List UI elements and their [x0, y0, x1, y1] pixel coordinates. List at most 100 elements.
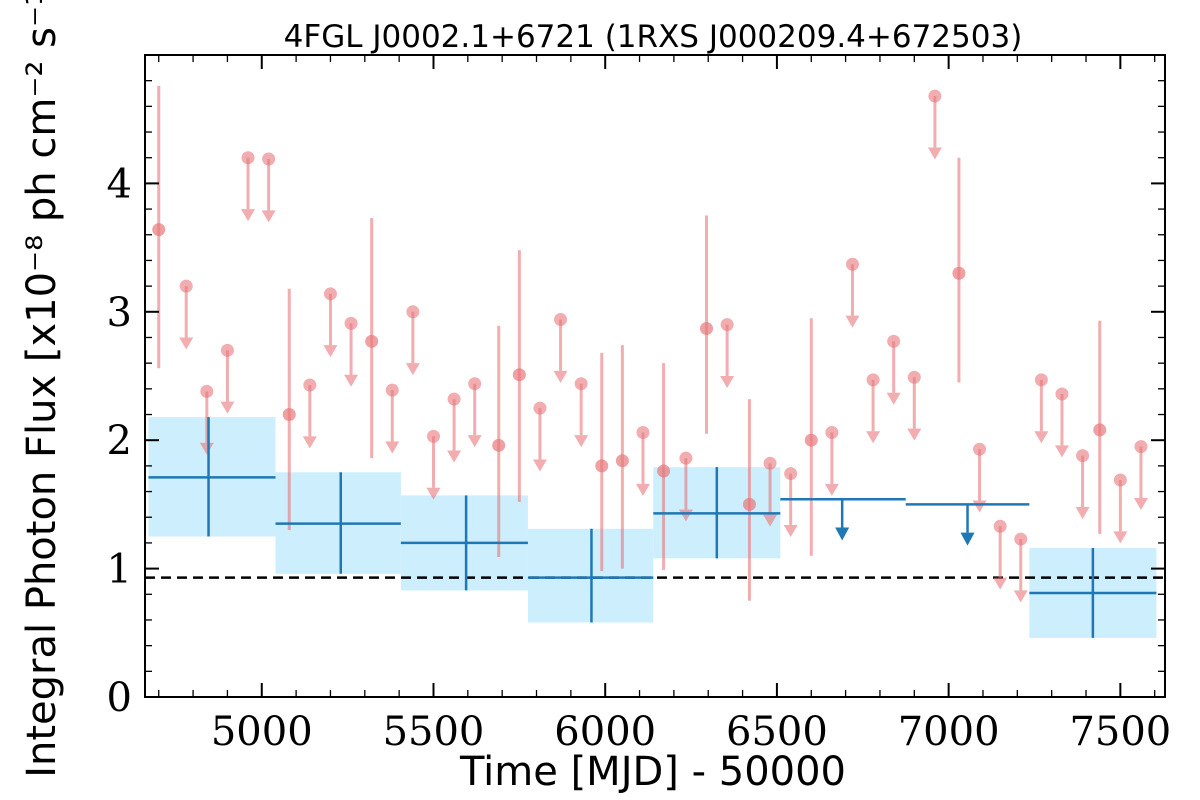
short-bin-ul-marker-21 [825, 425, 839, 439]
x-tick-label-4: 7000 [898, 709, 1000, 755]
short-bin-point-8 [700, 321, 714, 335]
short-bin-ul-arrow-13 [532, 459, 547, 472]
short-bin-ul-arrow-16 [635, 483, 650, 496]
short-bin-ul-marker-15 [574, 377, 588, 391]
short-bin-ul-arrow-34 [1133, 497, 1148, 510]
short-bin-ul-arrow-14 [553, 370, 568, 383]
short-bin-ul-arrow-21 [824, 483, 839, 496]
short-bin-ul-marker-3 [241, 151, 255, 165]
short-bin-ul-arrow-33 [1113, 531, 1128, 544]
short-bin-ul-marker-23 [866, 373, 880, 387]
short-bin-ul-arrow-8 [385, 441, 400, 454]
short-bin-ul-marker-34 [1134, 440, 1148, 454]
short-bin-ul-marker-10 [426, 429, 440, 443]
x-axis-label: Time [MJD] - 50000 [459, 749, 846, 795]
short-bin-ul-arrow-2 [220, 401, 235, 414]
short-bin-point-0 [152, 223, 166, 237]
short-bin-ul-arrow-15 [574, 435, 589, 448]
short-bin-ul-arrow-19 [763, 514, 778, 527]
short-bin-ul-marker-12 [468, 377, 482, 391]
short-bin-ul-marker-13 [533, 401, 547, 415]
y-tick-label-0: 0 [107, 675, 132, 721]
short-bin-ul-arrow-7 [344, 374, 359, 387]
short-bin-ul-arrow-30 [1034, 431, 1049, 444]
short-bin-ul-marker-30 [1034, 373, 1048, 387]
short-bin-point-5 [595, 459, 609, 473]
short-bin-ul-arrow-24 [886, 392, 901, 405]
plot-area [145, 85, 1165, 638]
short-bin-point-10 [804, 433, 818, 447]
plot-frame [144, 54, 1166, 698]
short-bin-ul-marker-8 [385, 383, 399, 397]
short-bin-ul-arrow-29 [1013, 590, 1028, 603]
short-bin-ul-marker-32 [1076, 449, 1090, 463]
short-bin-ul-marker-29 [1014, 532, 1028, 546]
short-bin-ul-arrow-10 [426, 487, 441, 500]
short-bin-ul-marker-16 [636, 425, 650, 439]
y-tick-label-3: 3 [107, 290, 132, 336]
short-bin-ul-arrow-28 [993, 577, 1008, 590]
short-bin-ul-arrow-18 [720, 376, 735, 388]
x-tick-label-3: 6500 [726, 709, 828, 755]
x-tick-label-0: 5000 [211, 709, 313, 755]
short-bin-ul-arrow-9 [405, 363, 420, 376]
short-bin-ul-marker-6 [323, 287, 337, 301]
short-bin-ul-arrow-22 [845, 315, 860, 328]
short-bin-ul-arrow-0 [179, 337, 194, 350]
short-bin-point-3 [492, 438, 506, 452]
short-bin-ul-arrow-5 [302, 436, 317, 449]
axis-ticks: 5000 5500 6000 6500 7000 7500 0 1 2 3 4 [107, 55, 1171, 755]
x-tick-label-1: 5500 [383, 709, 485, 755]
short-bin-ul-arrow-6 [323, 345, 338, 358]
short-bin-ul-marker-28 [993, 519, 1007, 533]
short-bin-point-2 [365, 334, 379, 348]
short-bin-ul-arrow-1 [199, 442, 214, 455]
y-tick-label-1: 1 [107, 547, 132, 593]
short-bin-ul-arrow-11 [447, 450, 462, 463]
short-bin-ul-arrow-12 [467, 435, 482, 448]
y-tick-label-4: 4 [107, 161, 132, 207]
short-bin-ul-arrow-3 [241, 209, 256, 222]
short-bin-ul-marker-5 [303, 378, 317, 392]
short-bin-ul-arrow-31 [1054, 445, 1069, 458]
short-bin-ul-marker-27 [973, 442, 987, 456]
short-bin-ul-marker-9 [406, 305, 420, 319]
short-bin-ul-marker-2 [220, 343, 234, 357]
short-bin-ul-marker-1 [200, 384, 214, 398]
short-bin-ul-marker-33 [1113, 473, 1127, 487]
short-bin-ul-marker-7 [344, 316, 358, 330]
short-bin-ul-marker-18 [720, 318, 734, 332]
short-bin-ul-marker-22 [845, 257, 859, 271]
short-bin-ul-arrow-23 [866, 431, 881, 444]
x-tick-label-2: 6000 [554, 709, 656, 755]
short-bin-ul-marker-17 [679, 451, 693, 465]
short-bin-ul-arrow-26 [927, 147, 942, 160]
short-bin-ul-marker-25 [907, 370, 921, 384]
short-bin-point-12 [1093, 423, 1107, 437]
y-tick-label-2: 2 [107, 418, 132, 464]
long-bin-ul-arrow-0 [835, 527, 850, 541]
short-bin-ul-arrow-4 [261, 210, 276, 223]
short-bin-ul-marker-0 [179, 279, 193, 293]
short-bin-ul-marker-14 [554, 313, 568, 327]
chart-title: 4FGL J0002.1+6721 (1RXS J000209.4+672503… [284, 19, 1023, 55]
short-bin-point-4 [512, 368, 526, 382]
short-bin-ul-marker-24 [887, 334, 901, 348]
short-bin-ul-arrow-27 [972, 500, 987, 513]
short-bin-ul-marker-31 [1055, 387, 1069, 401]
short-bin-ul-marker-20 [784, 467, 798, 481]
short-bin-point-1 [282, 408, 296, 422]
short-bin-ul-marker-26 [928, 89, 942, 103]
short-bin-ul-arrow-20 [783, 524, 798, 537]
y-axis-label: Integral Photon Flux [x10⁻⁸ ph cm⁻² s⁻¹] [19, 0, 65, 778]
short-bin-point-6 [615, 454, 629, 468]
short-bin-point-11 [952, 266, 966, 280]
short-bin-ul-arrow-32 [1075, 506, 1090, 519]
short-bin-point-9 [742, 497, 756, 511]
short-bin-point-7 [657, 464, 671, 478]
short-bin-ul-arrow-25 [907, 428, 922, 441]
short-bin-ul-marker-19 [763, 456, 777, 470]
short-bin-ul-marker-4 [262, 152, 276, 166]
x-tick-label-5: 7500 [1069, 709, 1171, 755]
